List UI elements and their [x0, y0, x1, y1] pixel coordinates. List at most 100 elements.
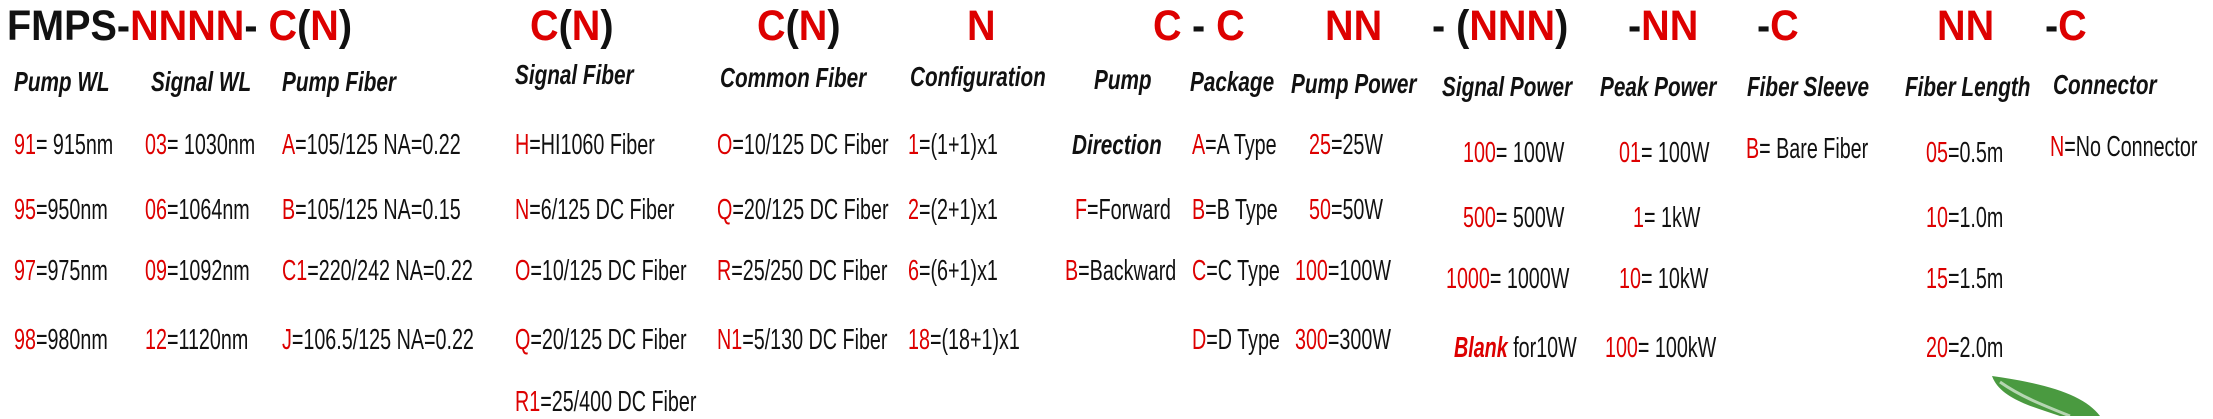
column-header: Signal WL: [151, 66, 252, 97]
option-item: 1000= 1000W: [1446, 262, 1569, 296]
option-code: B: [1065, 255, 1079, 287]
option-code: O: [717, 129, 733, 161]
option-code: Q: [515, 324, 531, 356]
option-code: O: [515, 255, 531, 287]
option-description: =1.5m: [1947, 263, 2004, 295]
option-code: Q: [717, 194, 733, 226]
code-placeholder: N: [798, 2, 828, 50]
option-item: 03= 1030nm: [145, 128, 255, 162]
option-description: = 1kW: [1643, 202, 1701, 234]
column-header: Configuration: [910, 61, 1046, 92]
option-item: 91= 915nm: [14, 128, 113, 162]
option-description: = 1000W: [1489, 263, 1570, 295]
title-segment: -C: [1757, 1, 1799, 51]
option-code: 20: [1926, 332, 1948, 364]
option-code: C1: [282, 255, 308, 287]
option-description: = 100kW: [1637, 332, 1717, 364]
option-item: 10= 10kW: [1619, 262, 1708, 296]
column-header: Pump WL: [14, 66, 110, 97]
column-header: Pump Power: [1291, 68, 1417, 99]
option-item: Q=20/125 DC Fiber: [717, 193, 889, 227]
separator: -: [244, 2, 269, 50]
option-code: 98: [14, 324, 36, 356]
option-code: 100: [1605, 332, 1638, 364]
option-description: =0.5m: [1947, 137, 2004, 169]
option-code: 15: [1926, 263, 1948, 295]
option-item: 100= 100W: [1463, 136, 1564, 170]
code-placeholder: C: [1770, 2, 1799, 50]
title-segment: -NN: [1628, 1, 1698, 51]
option-description: =50W: [1330, 194, 1384, 226]
separator: (: [558, 2, 572, 50]
separator: FMPS-: [7, 2, 131, 50]
separator: -: [2045, 2, 2059, 50]
separator: (: [785, 2, 799, 50]
option-description: =1120nm: [166, 324, 249, 356]
option-description: =C Type: [1206, 255, 1280, 287]
option-item: B= Bare Fiber: [1746, 132, 1868, 166]
option-description: Direction: [1072, 129, 1162, 160]
option-item: 95=950nm: [14, 193, 108, 227]
code-placeholder: NNNN: [130, 2, 245, 50]
option-item: D=D Type: [1192, 323, 1280, 357]
option-description: =Backward: [1078, 255, 1177, 287]
option-description: =20/125 DC Fiber: [530, 324, 687, 356]
option-item: A=105/125 NA=0.22: [282, 128, 461, 162]
option-code: 300: [1295, 324, 1328, 356]
option-item: H=HI1060 Fiber: [515, 128, 655, 162]
option-code: D: [1192, 324, 1207, 356]
option-description: =25/250 DC Fiber: [731, 255, 888, 287]
option-description: = 915nm: [35, 129, 114, 161]
option-description: for10W: [1507, 332, 1577, 364]
option-item: 01= 100W: [1619, 136, 1709, 170]
option-item: C=C Type: [1192, 254, 1280, 288]
code-placeholder: N: [967, 2, 996, 50]
option-item: F=Forward: [1075, 193, 1171, 227]
option-code: A: [1192, 129, 1206, 161]
option-code: 25: [1309, 129, 1331, 161]
option-code: 1: [908, 129, 919, 161]
option-code: 12: [145, 324, 167, 356]
option-code: 2: [908, 194, 919, 226]
title-segment: N: [967, 1, 996, 51]
option-code: Blank: [1454, 332, 1508, 364]
option-code: 09: [145, 255, 167, 287]
option-code: 91: [14, 129, 36, 161]
option-description: =1064nm: [166, 194, 250, 226]
option-item: J=106.5/125 NA=0.22: [282, 323, 474, 357]
option-code: 500: [1463, 202, 1496, 234]
option-item: 09=1092nm: [145, 254, 250, 288]
option-description: =980nm: [35, 324, 108, 356]
option-item: Q=20/125 DC Fiber: [515, 323, 687, 357]
option-item: 500= 500W: [1463, 201, 1564, 235]
option-description: =25/400 DC Fiber: [540, 386, 697, 418]
option-code: 10: [1619, 263, 1641, 295]
option-description: =5/130 DC Fiber: [742, 324, 888, 356]
option-code: 05: [1926, 137, 1948, 169]
option-code: 100: [1295, 255, 1328, 287]
column-header: Fiber Sleeve: [1747, 71, 1870, 102]
code-placeholder: NNN: [1469, 2, 1556, 50]
option-description: =1.0m: [1947, 202, 2004, 234]
option-item: 05=0.5m: [1926, 136, 2003, 170]
option-code: 50: [1309, 194, 1331, 226]
title-segment: - C: [1192, 1, 1245, 51]
option-item: O=10/125 DC Fiber: [717, 128, 889, 162]
title-segment: C: [1153, 1, 1182, 51]
option-description: = 100W: [1495, 137, 1565, 169]
title-segment: -C: [2045, 1, 2087, 51]
option-item: 15=1.5m: [1926, 262, 2003, 296]
option-description: =220/242 NA=0.22: [307, 255, 473, 287]
option-item: O=10/125 DC Fiber: [515, 254, 687, 288]
option-item: C1=220/242 NA=0.22: [282, 254, 473, 288]
option-item: N=6/125 DC Fiber: [515, 193, 674, 227]
option-description: = 100W: [1640, 137, 1710, 169]
option-code: J: [282, 324, 292, 356]
option-item: B=105/125 NA=0.15: [282, 193, 461, 227]
title-segment: FMPS-NNNN- C(N): [7, 1, 352, 51]
option-description: =975nm: [35, 255, 108, 287]
option-description: =(18+1)x1: [929, 324, 1020, 356]
option-item: B=B Type: [1192, 193, 1278, 227]
option-description: =B Type: [1205, 194, 1278, 226]
option-description: =HI1060 Fiber: [529, 129, 655, 161]
